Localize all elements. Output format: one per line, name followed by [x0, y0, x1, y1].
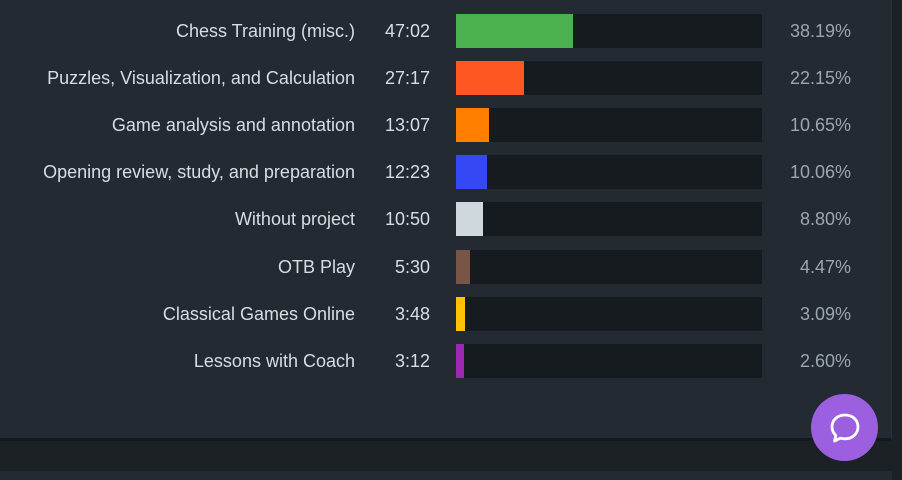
project-percent: 10.06% — [789, 162, 851, 182]
progress-fill — [456, 344, 464, 378]
project-percent: 2.60% — [799, 351, 851, 371]
project-time: 47:02 — [384, 21, 430, 41]
progress-track — [456, 297, 762, 331]
project-time: 3:12 — [394, 351, 430, 371]
project-percent: 3.09% — [799, 304, 851, 324]
project-row: Game analysis and annotation 13:07 10.65% — [0, 108, 891, 142]
project-name: Puzzles, Visualization, and Calculation — [47, 68, 355, 88]
project-row: OTB Play 5:30 4.47% — [0, 250, 891, 284]
progress-track — [456, 344, 762, 378]
progress-fill — [456, 155, 487, 189]
project-name: Without project — [234, 209, 355, 229]
chat-bubble-icon — [830, 413, 859, 442]
progress-track — [456, 108, 762, 142]
progress-track — [456, 250, 762, 284]
project-time: 5:30 — [394, 257, 430, 277]
project-time: 10:50 — [384, 209, 430, 229]
project-percent: 38.19% — [789, 21, 851, 41]
project-percent: 4.47% — [799, 257, 851, 277]
project-time: 27:17 — [384, 68, 430, 88]
project-name: Opening review, study, and preparation — [43, 162, 355, 182]
progress-fill — [456, 297, 465, 331]
project-percent: 22.15% — [789, 68, 851, 88]
project-row: Puzzles, Visualization, and Calculation 2… — [0, 61, 891, 95]
project-percent: 10.65% — [789, 115, 851, 135]
project-name: Game analysis and annotation — [111, 115, 355, 135]
project-breakdown-panel: Chess Training (misc.) 47:02 38.19% Puzzles… — [0, 0, 892, 441]
project-name: Lessons with Coach — [193, 351, 355, 371]
progress-fill — [456, 202, 483, 236]
progress-track — [456, 155, 762, 189]
project-percent: 8.80% — [799, 209, 851, 229]
project-row: Chess Training (misc.) 47:02 38.19% — [0, 14, 891, 48]
project-time: 12:23 — [384, 162, 430, 182]
progress-fill — [456, 14, 573, 48]
progress-track — [456, 202, 762, 236]
project-name: OTB Play — [277, 257, 355, 277]
progress-track — [456, 14, 762, 48]
progress-fill — [456, 250, 470, 284]
project-row: Classical Games Online 3:48 3.09% — [0, 297, 891, 331]
chat-button[interactable] — [811, 394, 878, 461]
project-row: Lessons with Coach 3:12 2.60% — [0, 344, 891, 378]
project-row: Without project 10:50 8.80% — [0, 202, 891, 236]
project-name: Classical Games Online — [162, 304, 355, 324]
project-time: 3:48 — [394, 304, 430, 324]
project-row: Opening review, study, and preparation 12… — [0, 155, 891, 189]
progress-fill — [456, 108, 489, 142]
progress-fill — [456, 61, 524, 95]
next-panel — [0, 471, 892, 480]
progress-track — [456, 61, 762, 95]
project-name: Chess Training (misc.) — [175, 21, 355, 41]
project-time: 13:07 — [384, 115, 430, 135]
